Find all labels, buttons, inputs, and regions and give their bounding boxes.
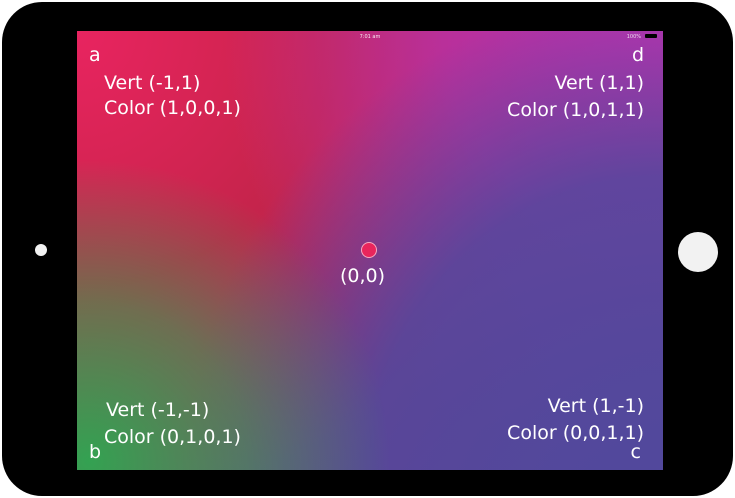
battery-icon	[645, 34, 657, 38]
corner-d-vert-label: Vert (1,1)	[554, 72, 644, 94]
corner-a-color-label: Color (1,0,0,1)	[104, 97, 241, 119]
status-bar-battery-percent: 100%	[626, 34, 641, 40]
corner-letter-a: a	[89, 44, 101, 66]
corner-letter-b: b	[89, 441, 102, 463]
corner-b-color-label: Color (0,1,0,1)	[104, 426, 241, 448]
camera-dot	[35, 244, 47, 256]
origin-label: (0,0)	[340, 265, 386, 287]
corner-c-vert-label: Vert (1,-1)	[547, 395, 644, 417]
screen-gradient-canvas: 7:01 am 100% a Vert (-1,1) Color (1,0,0,…	[77, 31, 663, 470]
home-button[interactable]	[678, 232, 718, 272]
status-bar-time: 7:01 am	[359, 34, 381, 40]
corner-letter-c: c	[630, 441, 641, 463]
corner-d-color-label: Color (1,0,1,1)	[507, 99, 644, 121]
corner-b-vert-label: Vert (-1,-1)	[106, 399, 210, 421]
origin-point-marker	[361, 242, 377, 258]
corner-c-color-label: Color (0,0,1,1)	[507, 422, 644, 444]
corner-a-vert-label: Vert (-1,1)	[104, 72, 201, 94]
corner-letter-d: d	[631, 44, 644, 66]
